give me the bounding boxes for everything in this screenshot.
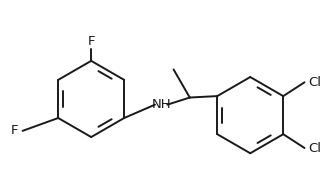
Text: Cl: Cl	[308, 76, 321, 89]
Text: Cl: Cl	[308, 142, 321, 154]
Text: F: F	[87, 35, 95, 48]
Text: F: F	[10, 124, 18, 137]
Text: NH: NH	[151, 98, 171, 111]
